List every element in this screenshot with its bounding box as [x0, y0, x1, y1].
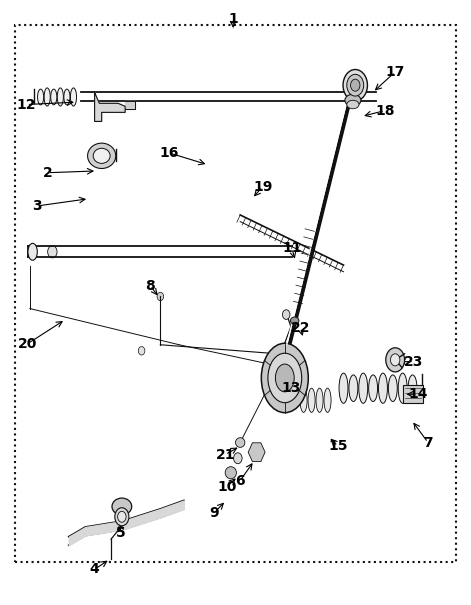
- Text: 7: 7: [423, 436, 433, 450]
- Text: 2: 2: [43, 166, 53, 180]
- Ellipse shape: [88, 143, 116, 169]
- Ellipse shape: [64, 89, 70, 105]
- Ellipse shape: [398, 373, 407, 404]
- Ellipse shape: [369, 375, 378, 402]
- Ellipse shape: [308, 388, 315, 413]
- Ellipse shape: [261, 343, 309, 413]
- Ellipse shape: [44, 88, 50, 106]
- Text: 5: 5: [115, 526, 125, 540]
- Ellipse shape: [316, 388, 323, 413]
- Ellipse shape: [112, 498, 132, 515]
- Text: 13: 13: [281, 381, 300, 395]
- Ellipse shape: [93, 148, 110, 163]
- Text: 17: 17: [385, 65, 405, 79]
- Ellipse shape: [324, 388, 331, 413]
- Circle shape: [390, 354, 400, 366]
- Text: 20: 20: [18, 336, 38, 350]
- FancyBboxPatch shape: [403, 385, 423, 403]
- Text: 12: 12: [17, 97, 36, 111]
- Text: 23: 23: [404, 355, 423, 368]
- Ellipse shape: [268, 353, 302, 403]
- Text: 18: 18: [375, 103, 395, 117]
- Circle shape: [386, 348, 405, 372]
- Text: 16: 16: [159, 146, 179, 160]
- Text: 10: 10: [217, 480, 237, 494]
- Ellipse shape: [347, 100, 359, 109]
- Ellipse shape: [276, 364, 294, 392]
- Ellipse shape: [236, 437, 245, 447]
- Ellipse shape: [115, 508, 129, 526]
- Text: 6: 6: [236, 474, 245, 488]
- Ellipse shape: [234, 453, 242, 463]
- Text: 8: 8: [145, 278, 155, 293]
- Ellipse shape: [38, 89, 44, 105]
- Ellipse shape: [118, 511, 126, 522]
- Circle shape: [350, 79, 360, 91]
- Circle shape: [343, 70, 367, 101]
- Circle shape: [347, 74, 364, 96]
- Text: 15: 15: [328, 439, 348, 453]
- Text: 1: 1: [228, 12, 238, 26]
- Ellipse shape: [345, 94, 361, 106]
- Text: 19: 19: [253, 180, 272, 194]
- Polygon shape: [95, 93, 125, 122]
- Ellipse shape: [300, 388, 307, 413]
- Text: 4: 4: [90, 562, 99, 577]
- Circle shape: [157, 292, 163, 301]
- Ellipse shape: [408, 375, 417, 402]
- Polygon shape: [125, 102, 135, 110]
- Ellipse shape: [28, 243, 37, 260]
- Ellipse shape: [349, 375, 358, 402]
- Text: 11: 11: [282, 241, 301, 255]
- Circle shape: [48, 246, 57, 258]
- Ellipse shape: [71, 88, 76, 106]
- Text: 21: 21: [215, 448, 235, 462]
- Ellipse shape: [51, 89, 57, 105]
- Ellipse shape: [339, 373, 348, 404]
- Circle shape: [283, 310, 290, 319]
- Text: 9: 9: [210, 506, 219, 520]
- Ellipse shape: [379, 373, 388, 404]
- Ellipse shape: [57, 88, 64, 106]
- Circle shape: [138, 347, 145, 355]
- Ellipse shape: [291, 317, 299, 324]
- Ellipse shape: [389, 375, 397, 402]
- Bar: [15, 25, 456, 562]
- Ellipse shape: [359, 373, 368, 404]
- Text: 22: 22: [291, 321, 310, 335]
- Text: 3: 3: [32, 199, 42, 213]
- Text: 14: 14: [408, 387, 428, 401]
- Ellipse shape: [225, 466, 236, 479]
